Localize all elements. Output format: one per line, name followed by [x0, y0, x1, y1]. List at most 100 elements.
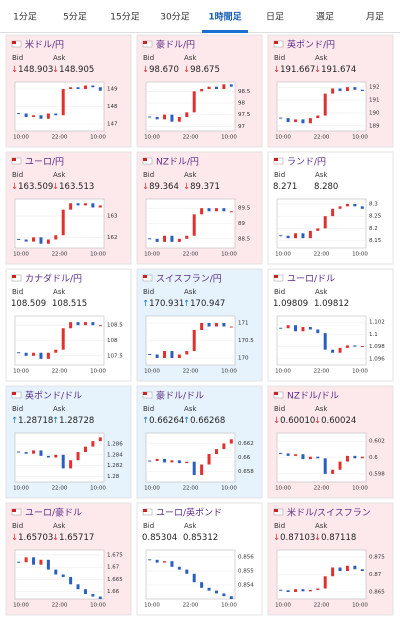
bid-number: 108.509 [11, 299, 46, 309]
y-tick-label: 89 [238, 221, 245, 227]
tab[interactable]: 15分足 [110, 12, 139, 23]
bid-label: Bid [12, 405, 23, 413]
x-tick-label: 10:00 [221, 603, 237, 609]
candle [200, 323, 204, 330]
pair-name: NZドル/ドル [287, 392, 339, 402]
candle [279, 117, 283, 119]
tab[interactable]: 1時間足 [208, 11, 242, 23]
candle [345, 565, 349, 571]
candle [170, 460, 174, 463]
x-tick-label: 22:00 [314, 603, 330, 609]
candle [148, 460, 152, 462]
bid-number: 0.60010 [280, 416, 315, 426]
ask-number: 191.674 [321, 65, 356, 75]
candle [214, 208, 218, 212]
candle [192, 330, 196, 351]
bid-value: ↓98.670 [142, 65, 179, 75]
y-tick-label: 8.2 [369, 226, 378, 232]
pair-name: ユーロ/円 [25, 157, 64, 168]
candle [177, 566, 181, 570]
pair-name: 英ポンド/ドル [25, 390, 82, 402]
ask-value: ↓1.65717 [52, 533, 94, 543]
ask-number: 1.28728 [59, 416, 94, 426]
bid-label: Bid [12, 522, 23, 530]
candle [148, 116, 152, 118]
tab[interactable]: 30分足 [160, 12, 189, 23]
bid-value: ↓191.667 [273, 65, 315, 75]
candle [323, 458, 327, 474]
candle [155, 238, 159, 242]
x-tick-label: 22:00 [314, 252, 330, 258]
candle [301, 119, 305, 124]
candle [222, 443, 226, 450]
ask-number: 0.85312 [183, 533, 218, 543]
candle [294, 325, 298, 332]
pair-name: 豪ドル/ドル [156, 390, 204, 402]
x-tick-label: 22:00 [183, 603, 199, 609]
candle [353, 455, 357, 459]
candle [155, 117, 159, 120]
pair-name: NZドル/円 [156, 157, 199, 168]
ask-label: Ask [315, 405, 328, 413]
tab[interactable]: 週足 [316, 12, 334, 23]
flag-mark [274, 158, 278, 161]
bid-label: Bid [274, 405, 285, 413]
pair-name: 米ドル/円 [25, 39, 64, 51]
x-tick-label: 22:00 [183, 135, 199, 141]
bid-label: Bid [143, 54, 154, 62]
bid-value: ↓148.903 [11, 65, 53, 75]
candle [177, 117, 181, 122]
ask-value: ↓0.60024 [314, 416, 356, 426]
candle [323, 216, 327, 229]
x-tick-label: 22:00 [52, 603, 68, 609]
x-tick-label: 10:00 [275, 369, 291, 375]
x-tick-label: 10:00 [13, 369, 29, 375]
y-tick-label: 170.5 [238, 338, 254, 344]
y-tick-label: 98.5 [238, 89, 251, 95]
bid-number: 1.65703 [18, 533, 53, 543]
candle [192, 91, 196, 113]
tab[interactable]: 日足 [266, 12, 284, 23]
candle [69, 460, 73, 469]
flag-mark [143, 275, 147, 278]
candle [54, 235, 58, 240]
y-tick-label: 0.66 [238, 455, 251, 461]
candle [76, 203, 80, 206]
candle [279, 327, 283, 329]
ask-value: 8.280 [314, 182, 338, 192]
candle [170, 561, 174, 567]
pair-name: ユーロ/豪ドル [25, 507, 82, 519]
candle [185, 461, 189, 464]
ask-label: Ask [53, 171, 66, 179]
bid-label: Bid [12, 54, 23, 62]
y-tick-label: 98 [238, 101, 245, 107]
tab[interactable]: 月足 [366, 12, 384, 23]
candle [279, 452, 283, 454]
pair-name: ユーロ/英ポンド [156, 507, 222, 519]
bid-label: Bid [143, 522, 154, 530]
tab[interactable]: 5分足 [63, 12, 87, 23]
flag-mark [274, 392, 278, 395]
candle [207, 86, 211, 89]
chart-area [14, 198, 105, 249]
y-tick-label: 192 [369, 85, 380, 91]
y-tick-label: 162 [107, 235, 118, 241]
candle [148, 559, 152, 561]
candle [177, 238, 181, 242]
y-tick-label: 149 [107, 87, 118, 93]
y-tick-label: 1.102 [369, 320, 385, 326]
ask-label: Ask [315, 54, 328, 62]
tab[interactable]: 1分足 [13, 12, 37, 23]
candle [170, 114, 174, 122]
ask-label: Ask [53, 405, 66, 413]
ask-label: Ask [315, 522, 328, 530]
bid-arrow: ↓ [273, 416, 280, 426]
bid-number: 163.509 [18, 182, 53, 192]
candle [163, 351, 167, 358]
candle [323, 333, 327, 350]
chart-area [276, 315, 367, 366]
y-tick-label: 1.282 [107, 463, 123, 469]
candle [294, 454, 298, 456]
candle [316, 588, 320, 590]
